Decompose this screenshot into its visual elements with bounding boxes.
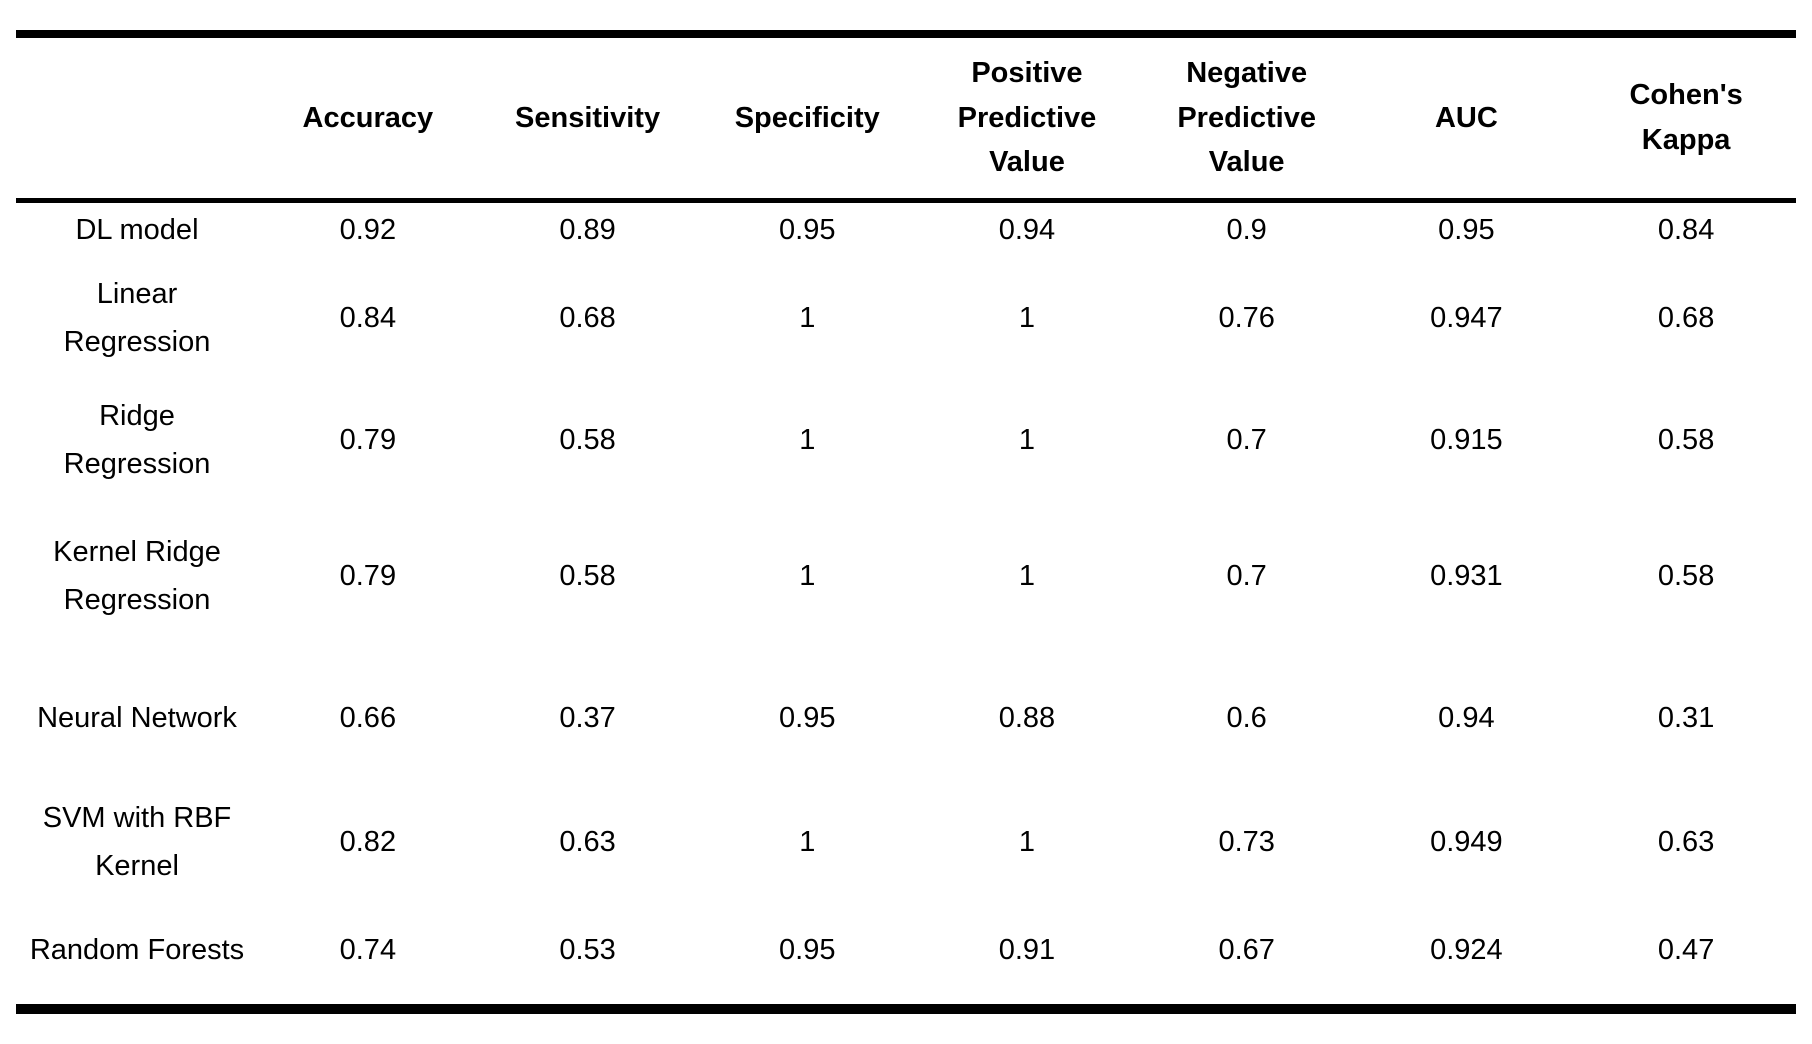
cell-kappa: 0.68 — [1657, 301, 1715, 334]
cell-kappa: 0.84 — [1657, 213, 1715, 246]
table-row-dl-model: DL model 0.92 0.89 0.95 0.94 0.9 0.95 0.… — [16, 201, 1796, 259]
cell-accuracy: 0.84 — [339, 301, 397, 334]
model-metrics-table: Accuracy Sensitivity Specificity Positiv… — [16, 30, 1796, 1014]
cell-npv: 0.9 — [1226, 213, 1267, 246]
cell-specificity: 1 — [799, 423, 816, 456]
table-row-ridge-regression: Ridge Regression 0.79 0.58 1 1 0.7 0.915… — [16, 379, 1796, 503]
cell-specificity: 0.95 — [779, 701, 836, 734]
cell-accuracy: 0.74 — [339, 934, 397, 967]
cell-specificity: 1 — [799, 825, 816, 858]
cell-specificity: 1 — [799, 559, 816, 592]
row-label: Neural Network — [37, 701, 237, 734]
cell-auc: 0.949 — [1430, 825, 1503, 858]
cell-sensitivity: 0.68 — [559, 301, 616, 334]
cell-specificity: 1 — [799, 301, 816, 334]
cell-sensitivity: 0.58 — [559, 423, 616, 456]
row-label: Kernel Ridge Regression — [53, 535, 221, 616]
header-cohens-kappa: Cohen's Kappa — [1576, 34, 1796, 203]
table-row-kernel-ridge-regression: Kernel Ridge Regression 0.79 0.58 1 1 0.… — [16, 503, 1796, 651]
table-row-neural-network: Neural Network 0.66 0.37 0.95 0.88 0.6 0… — [16, 651, 1796, 787]
cell-accuracy: 0.79 — [339, 559, 397, 592]
header-auc: AUC — [1356, 34, 1577, 203]
cell-kappa: 0.47 — [1657, 934, 1715, 967]
cell-npv: 0.73 — [1218, 825, 1275, 858]
table-row-linear-regression: Linear Regression 0.84 0.68 1 1 0.76 0.9… — [16, 259, 1796, 379]
cell-kappa: 0.31 — [1657, 701, 1715, 734]
table-container: Accuracy Sensitivity Specificity Positiv… — [16, 30, 1796, 1014]
cell-auc: 0.947 — [1430, 301, 1503, 334]
cell-sensitivity: 0.58 — [559, 559, 616, 592]
cell-npv: 0.67 — [1218, 934, 1275, 967]
row-label: SVM with RBF Kernel — [42, 801, 232, 882]
row-label: DL model — [75, 213, 199, 246]
cell-ppv: 1 — [1018, 825, 1036, 858]
header-model-blank — [16, 34, 258, 203]
table-row-svm-rbf: SVM with RBF Kernel 0.82 0.63 1 1 0.73 0… — [16, 787, 1796, 899]
cell-sensitivity: 0.37 — [559, 701, 616, 734]
cell-specificity: 0.95 — [779, 934, 836, 967]
cell-kappa: 0.58 — [1657, 559, 1715, 592]
cell-npv: 0.7 — [1226, 559, 1267, 592]
cell-kappa: 0.63 — [1657, 825, 1715, 858]
cell-accuracy: 0.79 — [339, 423, 397, 456]
cell-ppv: 1 — [1018, 301, 1036, 334]
cell-ppv: 0.88 — [998, 701, 1056, 734]
header-sensitivity: Sensitivity — [477, 34, 698, 203]
cell-auc: 0.94 — [1438, 701, 1495, 734]
cell-auc: 0.924 — [1430, 934, 1503, 967]
cell-npv: 0.7 — [1226, 423, 1267, 456]
cell-ppv: 0.94 — [998, 213, 1056, 246]
header-npv: Negative Predictive Value — [1136, 34, 1357, 203]
header-accuracy: Accuracy — [258, 34, 478, 203]
header-ppv: Positive Predictive Value — [917, 34, 1137, 203]
row-label: Linear Regression — [63, 277, 211, 358]
cell-accuracy: 0.92 — [339, 213, 397, 246]
header-specificity: Specificity — [697, 34, 918, 203]
table-row-random-forests: Random Forests 0.74 0.53 0.95 0.91 0.67 … — [16, 899, 1796, 1009]
table-header: Accuracy Sensitivity Specificity Positiv… — [16, 34, 1796, 203]
cell-auc: 0.95 — [1438, 213, 1495, 246]
cell-accuracy: 0.82 — [339, 825, 397, 858]
cell-accuracy: 0.66 — [339, 701, 397, 734]
header-row: Accuracy Sensitivity Specificity Positiv… — [16, 34, 1796, 203]
cell-ppv: 1 — [1018, 423, 1036, 456]
table-body: DL model 0.92 0.89 0.95 0.94 0.9 0.95 0.… — [16, 201, 1796, 1009]
cell-npv: 0.76 — [1218, 301, 1275, 334]
cell-npv: 0.6 — [1226, 701, 1267, 734]
cell-auc: 0.931 — [1430, 559, 1503, 592]
cell-ppv: 1 — [1018, 559, 1036, 592]
cell-sensitivity: 0.63 — [559, 825, 616, 858]
cell-specificity: 0.95 — [779, 213, 836, 246]
row-label: Ridge Regression — [63, 399, 211, 480]
cell-ppv: 0.91 — [998, 934, 1056, 967]
cell-kappa: 0.58 — [1657, 423, 1715, 456]
cell-sensitivity: 0.89 — [559, 213, 616, 246]
row-label: Random Forests — [29, 934, 245, 967]
cell-sensitivity: 0.53 — [559, 934, 616, 967]
cell-auc: 0.915 — [1430, 423, 1503, 456]
